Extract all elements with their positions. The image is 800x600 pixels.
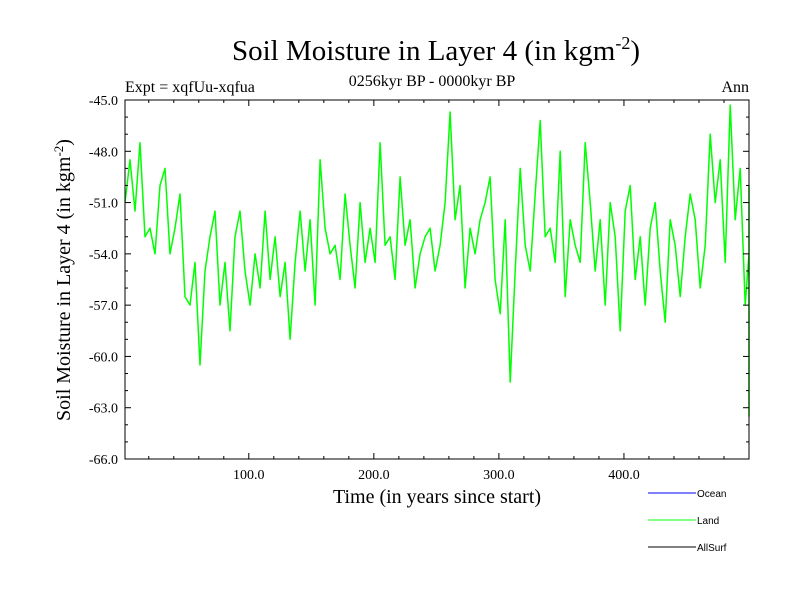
y-tick-label: -54.0: [89, 248, 118, 263]
y-axis-label-close: ): [53, 139, 75, 146]
x-tick-label: 100.0: [233, 468, 265, 483]
x-tick-label: 200.0: [358, 468, 390, 483]
y-tick-label: -45.0: [89, 94, 118, 109]
y-tick-label: -57.0: [89, 299, 118, 314]
subtitle-center: 0256kyr BP - 0000kyr BP: [349, 73, 516, 90]
subtitle-right: Ann: [721, 79, 749, 96]
chart-title: Soil Moisture in Layer 4 (in kgm-2): [232, 33, 640, 67]
y-tick-label: -60.0: [89, 350, 118, 365]
y-tick-label: -63.0: [89, 402, 118, 417]
chart-title-superscript: -2: [615, 33, 630, 53]
subtitle-left: Expt = xqfUu-xqfua: [125, 79, 255, 96]
y-axis-label-superscript: -2: [51, 146, 66, 157]
y-axis-label: Soil Moisture in Layer 4 (in kgm-2): [51, 139, 75, 421]
y-tick-label: -48.0: [89, 145, 118, 160]
chart-title-main: Soil Moisture in Layer 4 (in kgm: [232, 35, 616, 67]
plot-frame: [124, 99, 750, 460]
y-axis: -45.0 -48.0 -51.0 -54.0 -57.0 -60.0 -63.0 -66.0: [89, 94, 749, 468]
legend-label-ocean: Ocean: [697, 489, 726, 500]
y-axis-label-main: Soil Moisture in Layer 4 (in kgm: [53, 156, 75, 421]
chart-title-close: ): [630, 35, 640, 67]
y-tick-label: -66.0: [89, 453, 118, 468]
legend-label-land: Land: [697, 516, 719, 527]
x-tick-label: 300.0: [483, 468, 515, 483]
x-tick-label: 400.0: [608, 468, 640, 483]
legend: Ocean Land AllSurf: [648, 489, 727, 554]
x-axis: 100.0 200.0 300.0 400.0: [148, 100, 725, 483]
legend-label-allsurf: AllSurf: [697, 543, 727, 554]
series-line-land: [124, 104, 750, 418]
plot-area: -45.0 -48.0 -51.0 -54.0 -57.0 -60.0 -63.0 -66.0…: [89, 94, 750, 483]
y-tick-label: -51.0: [89, 197, 118, 212]
series-layer: [124, 104, 750, 418]
x-axis-label: Time (in years since start): [333, 486, 541, 508]
